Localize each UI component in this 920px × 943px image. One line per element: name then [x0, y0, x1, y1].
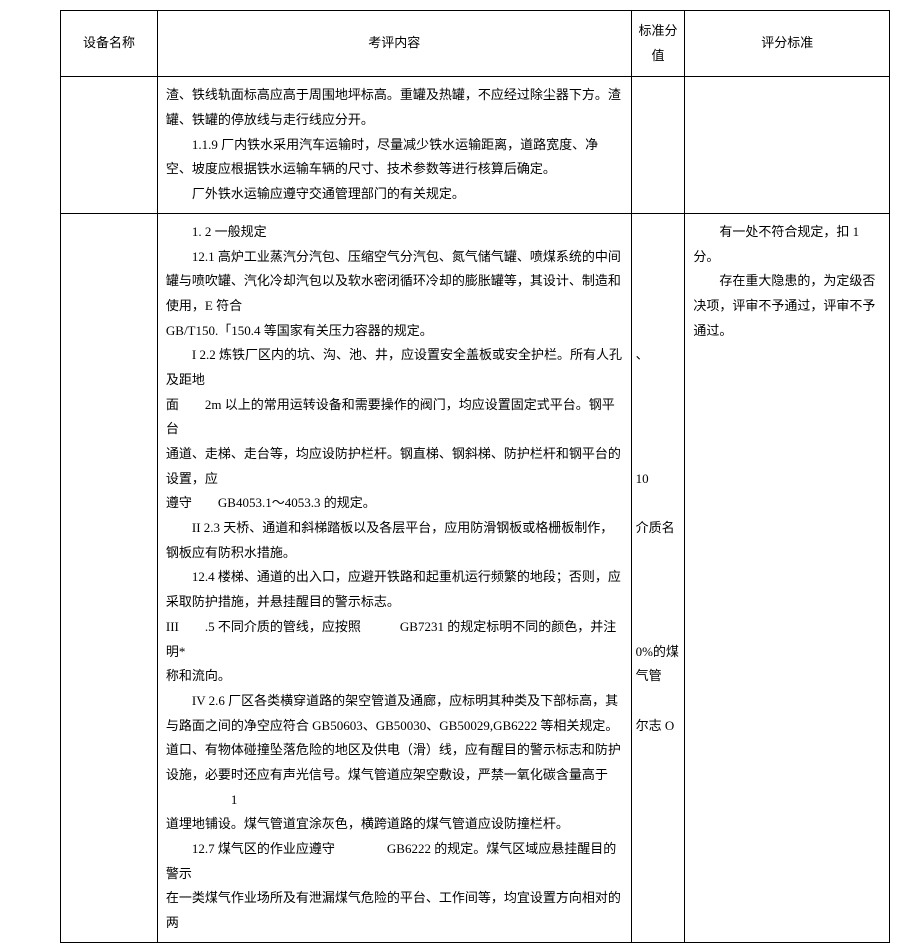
content-line: IV 2.6 厂区各类横穿道路的架空管道及通廊，应标明其种类及下部标高，其与路面… — [166, 689, 623, 812]
cell-criteria: 有一处不符合规定，扣 1 分。 存在重大隐患的，为定级否决项，评审不予通过，评审… — [685, 213, 890, 942]
content-line: 渣、铁线轨面标高应高于周围地坪标高。重罐及热罐，不应经过除尘器下方。渣罐、铁罐的… — [166, 83, 623, 132]
content-line: GB/T150.「150.4 等国家有关压力容器的规定。 — [166, 319, 623, 344]
content-line: 称和流向。 — [166, 664, 623, 689]
cell-content: 渣、铁线轨面标高应高于周围地坪标高。重罐及热罐，不应经过除尘器下方。渣罐、铁罐的… — [157, 77, 631, 213]
content-line: 12.4 楼梯、通道的出入口，应避开铁路和起重机运行频繁的地段；否则，应采取防护… — [166, 565, 623, 614]
header-standard-score: 标准分值 — [631, 11, 685, 77]
content-line: 1. 2 一般规定 — [166, 220, 623, 245]
cell-equipment-name — [61, 77, 158, 213]
header-scoring-criteria: 评分标准 — [685, 11, 890, 77]
content-line: III.5 不同介质的管线，应按照GB7231 的规定标明不同的颜色，并注明* — [166, 615, 623, 664]
criteria-line: 存在重大隐患的，为定级否决项，评审不予通过，评审不予通过。 — [693, 269, 881, 343]
content-line: 遵守GB4053.1～4053.3 的规定。 — [166, 491, 623, 516]
content-line: 1.1.9 厂内铁水采用汽车运输时，尽量减少铁水运输距离，道路宽度、净空、坡度应… — [166, 133, 623, 182]
content-line: 12.1 高炉工业蒸汽分汽包、压缩空气分汽包、氮气储气罐、喷煤系统的中间罐与喷吹… — [166, 245, 623, 319]
content-line: 道埋地铺设。煤气管道宜涂灰色，横跨道路的煤气管道应设防撞栏杆。 — [166, 812, 623, 837]
content-line: 在一类煤气作业场所及有泄漏煤气危险的平台、工作间等，均宜设置方向相对的两 — [166, 886, 623, 935]
criteria-line: 有一处不符合规定，扣 1 分。 — [693, 220, 881, 269]
content-line: 面2m 以上的常用运转设备和需要操作的阀门，均应设置固定式平台。钢平台 — [166, 393, 623, 442]
content-line: 12.7 煤气区的作业应遵守GB6222 的规定。煤气区域应悬挂醒目的警示 — [166, 837, 623, 886]
content-line: I 2.2 炼铁厂区内的坑、沟、池、井，应设置安全盖板或安全护栏。所有人孔及距地 — [166, 343, 623, 392]
cell-content: 1. 2 一般规定 12.1 高炉工业蒸汽分汽包、压缩空气分汽包、氮气储气罐、喷… — [157, 213, 631, 942]
table-row: 渣、铁线轨面标高应高于周围地坪标高。重罐及热罐，不应经过除尘器下方。渣罐、铁罐的… — [61, 77, 890, 213]
content-line: II 2.3 天桥、通道和斜梯踏板以及各层平台，应用防滑钢板或格栅板制作，钢板应… — [166, 516, 623, 565]
header-equipment-name: 设备名称 — [61, 11, 158, 77]
table-row: 1. 2 一般规定 12.1 高炉工业蒸汽分汽包、压缩空气分汽包、氮气储气罐、喷… — [61, 213, 890, 942]
content-line: 通道、走梯、走台等，均应设防护栏杆。钢直梯、钢斜梯、防护栏杆和钢平台的设置，应 — [166, 442, 623, 491]
evaluation-table: 设备名称 考评内容 标准分值 评分标准 渣、铁线轨面标高应高于周围地坪标高。重罐… — [60, 10, 890, 943]
cell-equipment-name — [61, 213, 158, 942]
cell-criteria — [685, 77, 890, 213]
header-evaluation-content: 考评内容 — [157, 11, 631, 77]
table-header-row: 设备名称 考评内容 标准分值 评分标准 — [61, 11, 890, 77]
content-line: 厂外铁水运输应遵守交通管理部门的有关规定。 — [166, 182, 623, 207]
cell-score: 、 10 介质名 0%的煤气管 尔志 O — [631, 213, 685, 942]
cell-score — [631, 77, 685, 213]
